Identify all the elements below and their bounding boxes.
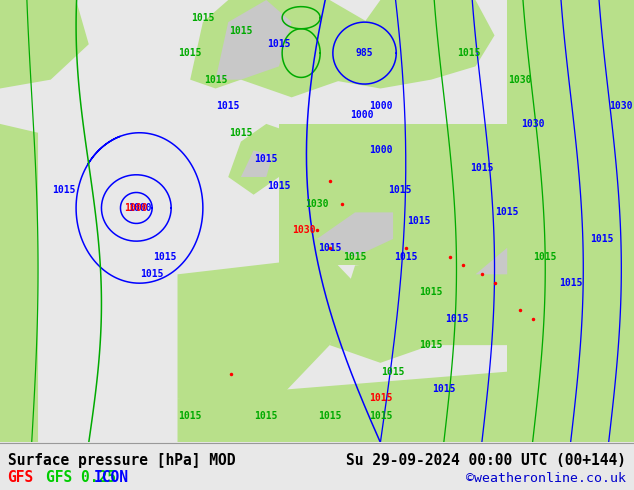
Text: 1015: 1015 (368, 393, 392, 403)
Polygon shape (178, 372, 507, 442)
Text: 1015: 1015 (191, 13, 215, 23)
Text: 1000: 1000 (127, 203, 152, 213)
Text: 1015: 1015 (406, 216, 430, 226)
Text: GFS: GFS (8, 470, 34, 485)
Text: 1015: 1015 (216, 101, 240, 111)
Polygon shape (0, 0, 89, 89)
Text: 1030: 1030 (508, 74, 532, 85)
Text: 1015: 1015 (432, 384, 456, 394)
Text: 1000: 1000 (124, 203, 148, 213)
Text: 1030: 1030 (305, 198, 329, 209)
Text: GFS 0.25: GFS 0.25 (46, 470, 115, 485)
Text: 1015: 1015 (318, 243, 342, 253)
Text: 1015: 1015 (590, 234, 614, 244)
Polygon shape (330, 0, 495, 89)
Text: 1015: 1015 (229, 128, 253, 138)
Polygon shape (178, 257, 355, 398)
Text: ©weatheronline.co.uk: ©weatheronline.co.uk (467, 472, 626, 485)
Text: 1015: 1015 (254, 411, 278, 421)
Polygon shape (476, 248, 507, 274)
Text: 1015: 1015 (457, 48, 481, 58)
Text: 1000: 1000 (368, 146, 392, 155)
Text: 1015: 1015 (267, 181, 291, 191)
Polygon shape (330, 257, 476, 363)
Text: 1015: 1015 (387, 185, 411, 195)
Text: 1015: 1015 (419, 287, 443, 297)
Text: Su 29-09-2024 00:00 UTC (00+144): Su 29-09-2024 00:00 UTC (00+144) (346, 453, 626, 468)
Text: 1015: 1015 (444, 314, 469, 323)
Text: 1015: 1015 (178, 411, 202, 421)
Polygon shape (507, 0, 634, 442)
Text: 1015: 1015 (318, 411, 342, 421)
Text: 1015: 1015 (419, 340, 443, 350)
Text: Surface pressure [hPa] MOD: Surface pressure [hPa] MOD (8, 453, 235, 468)
Text: 1030: 1030 (292, 225, 316, 235)
Text: 1015: 1015 (229, 26, 253, 36)
Polygon shape (317, 212, 393, 257)
Text: 1015: 1015 (254, 154, 278, 164)
Text: 1030: 1030 (609, 101, 633, 111)
Text: 1015: 1015 (178, 48, 202, 58)
Text: 1015: 1015 (533, 252, 557, 262)
Text: 985: 985 (356, 48, 373, 58)
Polygon shape (431, 257, 507, 345)
Polygon shape (216, 0, 292, 80)
Polygon shape (241, 150, 273, 177)
Text: 1030: 1030 (521, 119, 545, 129)
Polygon shape (279, 124, 507, 266)
Polygon shape (228, 124, 292, 195)
Text: 1015: 1015 (368, 411, 392, 421)
Text: 1015: 1015 (495, 207, 519, 218)
Text: 1015: 1015 (343, 252, 367, 262)
Text: 1015: 1015 (267, 39, 291, 49)
Text: 1000: 1000 (349, 110, 373, 120)
Text: 1015: 1015 (394, 252, 418, 262)
Text: 1000: 1000 (368, 101, 392, 111)
Polygon shape (0, 124, 38, 442)
Text: 1015: 1015 (140, 270, 164, 279)
Text: 1015: 1015 (51, 185, 75, 195)
Text: 1015: 1015 (153, 252, 177, 262)
Text: 1015: 1015 (470, 163, 494, 173)
Text: 1015: 1015 (559, 278, 583, 288)
Polygon shape (190, 0, 368, 98)
Text: 1015: 1015 (204, 74, 228, 85)
Text: ICON: ICON (94, 470, 129, 485)
Text: 1015: 1015 (381, 367, 405, 377)
